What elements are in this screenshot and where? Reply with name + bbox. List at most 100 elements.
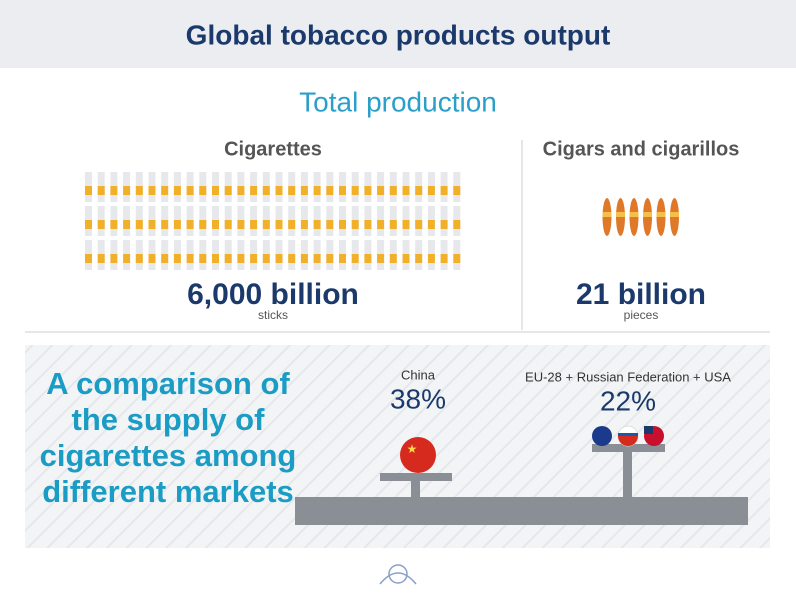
cigarette-filter xyxy=(427,254,435,263)
cigarette-filter xyxy=(313,186,321,195)
cigarette-filter xyxy=(262,220,270,229)
cigarette-filter xyxy=(237,186,245,195)
cigarette-filter xyxy=(313,220,321,229)
market-share: 22% xyxy=(600,385,656,416)
header-bar xyxy=(0,0,796,68)
cigarette-filter xyxy=(110,186,118,195)
cigarette-filter xyxy=(389,254,397,263)
cigarette-filter xyxy=(389,186,397,195)
cigarette-filter xyxy=(250,254,258,263)
cigarette-filter xyxy=(262,186,270,195)
cigarette-filter xyxy=(85,254,92,263)
cigarette-filter xyxy=(123,254,131,263)
china-flag xyxy=(400,437,436,473)
cigarettes-icon xyxy=(85,172,461,270)
flag-star: ★ xyxy=(407,442,418,456)
cigarette-filter xyxy=(364,186,372,195)
cigarette-filter xyxy=(173,186,181,195)
cigarette-filter xyxy=(199,254,207,263)
cigar-band xyxy=(602,212,612,217)
cigarette-filter xyxy=(288,254,296,263)
cigarette-filter xyxy=(199,186,207,195)
cigarette-filter xyxy=(173,254,181,263)
cigarette-filter xyxy=(326,186,334,195)
market-name: China xyxy=(401,367,436,382)
cigarette-filter xyxy=(351,254,359,263)
cigarette-filter xyxy=(453,186,461,195)
cigarette-filter xyxy=(186,254,194,263)
cigarette-filter xyxy=(161,186,169,195)
cigarette-filter xyxy=(453,254,461,263)
cigars-amount: 21 billion xyxy=(576,278,706,311)
cigarette-filter xyxy=(377,186,385,195)
cigarette-filter xyxy=(186,186,194,195)
cigarette-filter xyxy=(275,254,283,263)
cigars-label: Cigars and cigarillos xyxy=(543,138,740,160)
cigarette-filter xyxy=(364,254,372,263)
cigar-band xyxy=(670,212,679,217)
cigarette-filter xyxy=(351,186,359,195)
russia-flag-blue xyxy=(618,433,638,436)
market-share: 38% xyxy=(390,383,446,414)
cigarette-filter xyxy=(440,220,448,229)
cigarette-filter xyxy=(326,220,334,229)
cigarette-filter xyxy=(237,220,245,229)
cigarette-filter xyxy=(415,254,423,263)
scale-post xyxy=(623,450,632,497)
eu-flag xyxy=(592,426,612,446)
logo xyxy=(379,564,417,585)
cigarette-filter xyxy=(110,220,118,229)
cigarette-filter xyxy=(250,220,258,229)
cigarette-filter xyxy=(300,220,308,229)
cigarette-filter xyxy=(85,186,92,195)
cigarette-filter xyxy=(199,220,207,229)
cigarette-filter xyxy=(250,186,258,195)
russia-flag-red xyxy=(618,436,638,446)
cigarette-filter xyxy=(148,186,156,195)
cigarette-filter xyxy=(351,220,359,229)
cigarette-filter xyxy=(135,254,143,263)
cigarette-filter xyxy=(173,220,181,229)
cigar-band xyxy=(629,212,639,217)
cigarette-filter xyxy=(339,254,346,263)
cigarette-filter xyxy=(275,220,283,229)
page-title: Global tobacco products output xyxy=(186,19,611,50)
scale-pan xyxy=(380,473,452,481)
cigarette-filter xyxy=(161,220,169,229)
cigarette-filter xyxy=(389,220,397,229)
cigarette-filter xyxy=(262,254,270,263)
scale-pan xyxy=(592,444,665,452)
cigarette-filter xyxy=(402,254,410,263)
usa-flag-canton xyxy=(644,426,653,434)
cigarette-filter xyxy=(427,186,435,195)
cigarette-filter xyxy=(300,254,308,263)
cigarette-filter xyxy=(123,186,131,195)
cigarette-filter xyxy=(224,220,232,229)
cigar-band xyxy=(616,212,625,217)
cigarette-filter xyxy=(300,186,308,195)
cigarette-filter xyxy=(110,254,118,263)
cigarette-filter xyxy=(212,186,219,195)
cigarette-filter xyxy=(135,220,143,229)
cigarette-filter xyxy=(326,254,334,263)
cigars-icon xyxy=(602,198,679,236)
cigars-unit: pieces xyxy=(624,308,659,322)
cigarette-filter xyxy=(224,186,232,195)
scale-base xyxy=(295,497,748,525)
cigarette-filter xyxy=(135,186,143,195)
cigar-band xyxy=(656,212,666,217)
cigarette-filter xyxy=(415,220,423,229)
cigarette-filter xyxy=(288,186,296,195)
cigarettes-amount: 6,000 billion xyxy=(187,278,359,311)
cigarette-filter xyxy=(288,220,296,229)
cigarette-filter xyxy=(453,220,461,229)
cigarette-filter xyxy=(148,220,156,229)
cigarette-filter xyxy=(148,254,156,263)
cigarette-filter xyxy=(212,254,219,263)
cigarette-filter xyxy=(377,220,385,229)
cigarette-filter xyxy=(440,186,448,195)
scale-post xyxy=(411,480,420,497)
cigarette-filter xyxy=(186,220,194,229)
